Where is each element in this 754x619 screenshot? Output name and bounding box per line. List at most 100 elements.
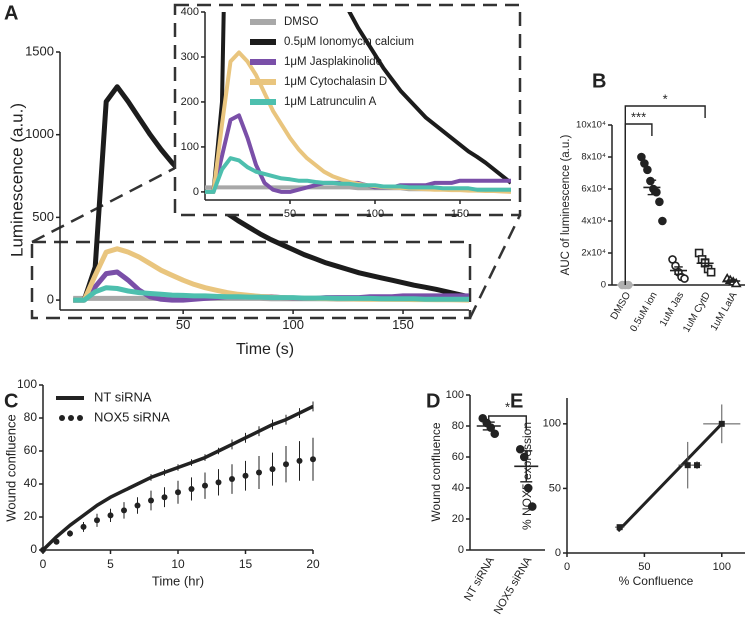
y-tick-label: 60	[452, 451, 464, 463]
panel-label: E	[510, 390, 523, 412]
legend-label: NT siRNA	[94, 389, 152, 404]
series-line	[205, 156, 511, 194]
y-tick-label: 0	[30, 542, 37, 556]
x-tick-label: 20	[306, 557, 320, 571]
legend-label: 1μM Cytochalasin D	[284, 76, 387, 88]
significance-label: *	[505, 399, 510, 414]
data-point	[269, 466, 276, 473]
y-tick-label: 20	[452, 513, 464, 525]
series-line	[73, 285, 469, 303]
y-tick-label: 60	[24, 443, 38, 457]
y-tick-label: 0	[458, 544, 464, 556]
legend-label: 1μM Latrunculin A	[284, 96, 377, 108]
x-tick-label: 100	[282, 317, 304, 332]
y-tick-label: 100	[543, 418, 561, 430]
panel-label: D	[426, 390, 440, 412]
x-tick-label: 10	[171, 557, 185, 571]
legend-swatch	[59, 415, 65, 421]
data-point	[616, 524, 623, 531]
x-axis-label: Time (hr)	[152, 573, 204, 588]
x-tick-label: 15	[239, 557, 253, 571]
data-point	[658, 216, 667, 226]
significance-label: *	[663, 91, 668, 106]
data-point	[694, 462, 701, 469]
x-tick-label: NT siRNA	[462, 554, 497, 603]
series-line	[73, 84, 470, 303]
data-point	[296, 457, 303, 464]
data-point	[527, 502, 537, 511]
x-tick-label: 50	[638, 561, 650, 573]
x-tick-label: 100	[366, 208, 384, 220]
y-tick-label: 8x10⁴	[581, 152, 606, 163]
legend-label: 0.5μM Ionomycin calcium	[284, 36, 414, 48]
y-tick-label: 400	[181, 6, 199, 18]
data-point	[53, 538, 60, 545]
y-axis-label: AUC of luminescence (a.u.)	[560, 135, 572, 276]
y-tick-label: 2x10⁴	[581, 248, 606, 259]
data-point	[256, 469, 262, 476]
x-tick-label: 50	[284, 208, 296, 220]
x-tick-label: 150	[451, 208, 469, 220]
x-tick-label: 50	[176, 317, 190, 332]
data-point	[175, 489, 181, 496]
zoom-connector	[31, 166, 176, 244]
data-point	[706, 267, 716, 277]
x-tick-label: 1uM LatA	[709, 290, 740, 333]
data-point	[188, 485, 195, 492]
data-point	[202, 482, 208, 489]
panel-label: A	[4, 2, 18, 24]
fit-line	[617, 422, 723, 533]
y-axis-label: Wound confluence	[3, 414, 18, 521]
y-tick-label: 100	[17, 377, 37, 391]
data-point	[80, 523, 87, 530]
data-point	[523, 483, 533, 493]
x-tick-label: DMSO	[609, 290, 634, 322]
x-tick-label: 0.5uM ion	[628, 290, 659, 334]
inset-plot	[205, 12, 511, 194]
data-point	[242, 472, 249, 479]
y-tick-label: 0	[555, 547, 561, 559]
zoom-connector	[468, 214, 522, 319]
x-tick-label: NOX5 siRNA	[492, 554, 535, 616]
y-axis-label: Wound confluence	[429, 422, 443, 522]
panel-label: B	[592, 70, 606, 92]
data-point	[680, 274, 689, 283]
data-point	[229, 476, 235, 483]
data-point	[94, 517, 100, 524]
y-tick-label: 0	[601, 280, 606, 291]
x-tick-label: 1uM Jas	[658, 290, 686, 328]
data-point	[161, 494, 168, 501]
significance-bracket	[488, 415, 527, 430]
legend-swatch	[68, 415, 74, 421]
y-tick-label: 20	[24, 509, 38, 523]
x-tick-label: 0	[564, 561, 570, 573]
y-tick-label: 300	[181, 51, 199, 63]
data-point	[310, 456, 316, 463]
data-point	[148, 497, 154, 504]
series-line	[41, 404, 314, 552]
significance-bracket	[624, 105, 706, 285]
y-tick-label: 100	[446, 389, 464, 401]
legend-swatch	[77, 415, 83, 421]
panel-label: C	[4, 390, 18, 412]
data-point	[107, 512, 114, 519]
x-tick-label: 5	[107, 557, 114, 571]
y-tick-label: 10x10⁴	[576, 120, 606, 131]
data-point	[134, 502, 141, 509]
y-tick-label: 4x10⁴	[581, 216, 606, 227]
data-point	[215, 479, 222, 486]
significance-bracket	[624, 123, 653, 285]
y-tick-label: 200	[181, 96, 199, 108]
data-point	[643, 165, 652, 175]
y-tick-label: 40	[452, 482, 464, 494]
legend-label: DMSO	[284, 16, 319, 28]
data-point	[121, 507, 127, 514]
data-point	[490, 429, 500, 439]
y-axis-label: % NOX5 expression	[520, 422, 534, 530]
y-tick-label: 100	[181, 141, 199, 153]
data-point	[730, 277, 742, 288]
y-tick-label: 1500	[25, 43, 54, 58]
y-tick-label: 6x10⁴	[581, 184, 606, 195]
y-tick-label: 80	[24, 410, 38, 424]
